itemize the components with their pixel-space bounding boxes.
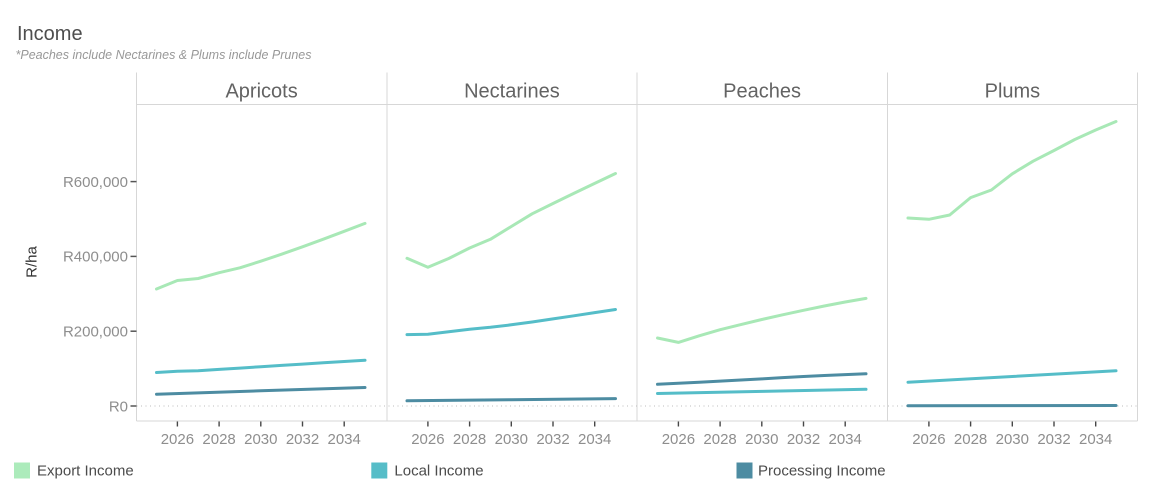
svg-text:2032: 2032 bbox=[1037, 431, 1070, 448]
svg-text:2028: 2028 bbox=[202, 431, 235, 448]
svg-text:2028: 2028 bbox=[703, 431, 736, 448]
svg-text:Plums: Plums bbox=[985, 81, 1041, 103]
svg-text:2034: 2034 bbox=[829, 431, 862, 448]
svg-text:2032: 2032 bbox=[286, 431, 319, 448]
svg-text:2028: 2028 bbox=[954, 431, 987, 448]
svg-text:R0: R0 bbox=[109, 398, 128, 415]
svg-text:2026: 2026 bbox=[411, 431, 444, 448]
svg-text:Nectarines: Nectarines bbox=[464, 81, 560, 103]
svg-text:*Peaches include Nectarines &: *Peaches include Nectarines & Plums incl… bbox=[16, 48, 312, 62]
svg-text:Export Income: Export Income bbox=[37, 463, 134, 480]
svg-text:Local Income: Local Income bbox=[394, 463, 483, 480]
svg-text:2026: 2026 bbox=[662, 431, 695, 448]
svg-text:R200,000: R200,000 bbox=[63, 324, 128, 341]
svg-text:2032: 2032 bbox=[787, 431, 820, 448]
svg-text:R600,000: R600,000 bbox=[63, 174, 128, 191]
svg-text:Income: Income bbox=[17, 23, 83, 45]
svg-text:2030: 2030 bbox=[996, 431, 1029, 448]
svg-text:2034: 2034 bbox=[328, 431, 361, 448]
svg-text:R400,000: R400,000 bbox=[63, 249, 128, 266]
svg-text:Apricots: Apricots bbox=[225, 81, 297, 103]
svg-text:2026: 2026 bbox=[912, 431, 945, 448]
svg-text:2034: 2034 bbox=[1079, 431, 1112, 448]
svg-text:2026: 2026 bbox=[161, 431, 194, 448]
svg-text:Peaches: Peaches bbox=[723, 81, 801, 103]
svg-text:R/ha: R/ha bbox=[24, 246, 41, 278]
svg-text:2032: 2032 bbox=[536, 431, 569, 448]
svg-text:Processing Income: Processing Income bbox=[758, 463, 886, 480]
svg-text:2030: 2030 bbox=[745, 431, 778, 448]
svg-text:2030: 2030 bbox=[495, 431, 528, 448]
svg-text:2028: 2028 bbox=[453, 431, 486, 448]
svg-text:2030: 2030 bbox=[244, 431, 277, 448]
svg-text:2034: 2034 bbox=[578, 431, 611, 448]
